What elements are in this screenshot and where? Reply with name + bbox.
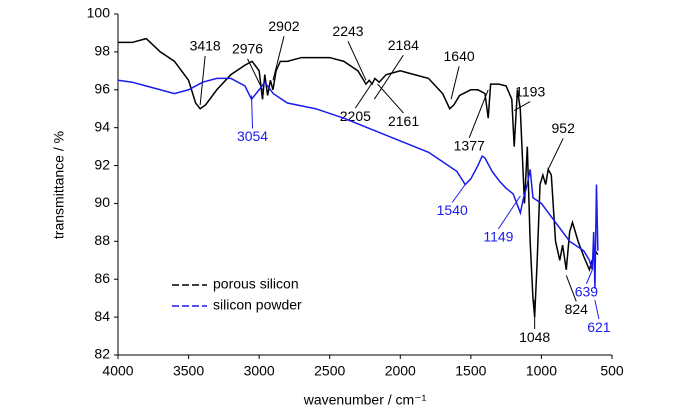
y-tick-label: 90 — [94, 194, 110, 210]
x-tick-label: 3500 — [173, 363, 204, 379]
peak-leader — [468, 89, 489, 138]
x-tick-label: 2500 — [314, 363, 345, 379]
peak-label: 1640 — [444, 48, 475, 64]
peak-label: 621 — [587, 319, 611, 335]
peak-leader — [347, 41, 367, 81]
y-tick-label: 82 — [94, 346, 110, 362]
x-tick-label: 2000 — [385, 363, 416, 379]
y-tick-label: 86 — [94, 270, 110, 286]
peak-label: 952 — [552, 120, 576, 136]
legend-label: silicon powder — [213, 297, 302, 313]
peak-leader — [247, 58, 263, 90]
y-tick-label: 92 — [94, 156, 110, 172]
peak-label: 2976 — [232, 40, 263, 56]
peak-leader — [199, 55, 206, 105]
spectrum-line — [118, 37, 599, 318]
peak-leader — [565, 275, 577, 302]
y-tick-label: 98 — [94, 43, 110, 59]
peak-label: 3418 — [190, 38, 221, 54]
peak-leader — [594, 299, 600, 320]
peak-leader — [251, 95, 254, 129]
peak-leader — [272, 36, 285, 81]
peak-label: 1048 — [519, 329, 550, 345]
peak-label: 639 — [575, 283, 599, 299]
peak-label: 1540 — [437, 202, 468, 218]
x-axis-label: wavenumber / cm⁻¹ — [303, 392, 427, 408]
peak-label: 2902 — [268, 18, 299, 34]
peak-label: 2243 — [332, 23, 363, 39]
peak-leader — [377, 83, 404, 114]
y-axis-label: transmittance / % — [51, 131, 67, 239]
x-tick-label: 3000 — [244, 363, 275, 379]
peak-label: 2161 — [388, 113, 419, 129]
y-tick-label: 94 — [94, 118, 110, 134]
spectrum-line — [117, 77, 599, 289]
y-tick-label: 84 — [94, 308, 110, 324]
peak-label: 1149 — [483, 229, 513, 245]
peak-label: 824 — [565, 301, 589, 317]
peak-leader — [450, 66, 460, 100]
peak-leader — [354, 83, 372, 109]
x-tick-label: 1000 — [526, 363, 557, 379]
peak-leader — [451, 184, 466, 203]
peak-leader — [585, 269, 593, 284]
y-tick-label: 96 — [94, 80, 110, 96]
x-tick-label: 500 — [600, 363, 624, 379]
peak-leader — [373, 54, 404, 100]
y-tick-label: 100 — [87, 5, 111, 21]
peak-label: 3054 — [237, 128, 268, 144]
peak-leader — [497, 195, 521, 230]
x-tick-label: 1500 — [455, 363, 486, 379]
peak-leader — [513, 101, 531, 112]
legend-label: porous silicon — [213, 276, 299, 292]
peak-label: 1193 — [515, 83, 545, 99]
peak-label: 2184 — [388, 37, 419, 53]
peak-label: 2205 — [340, 108, 371, 124]
peak-label: 1377 — [454, 137, 485, 153]
x-tick-label: 4000 — [102, 363, 133, 379]
peak-leader — [547, 138, 564, 170]
y-tick-label: 88 — [94, 232, 110, 248]
